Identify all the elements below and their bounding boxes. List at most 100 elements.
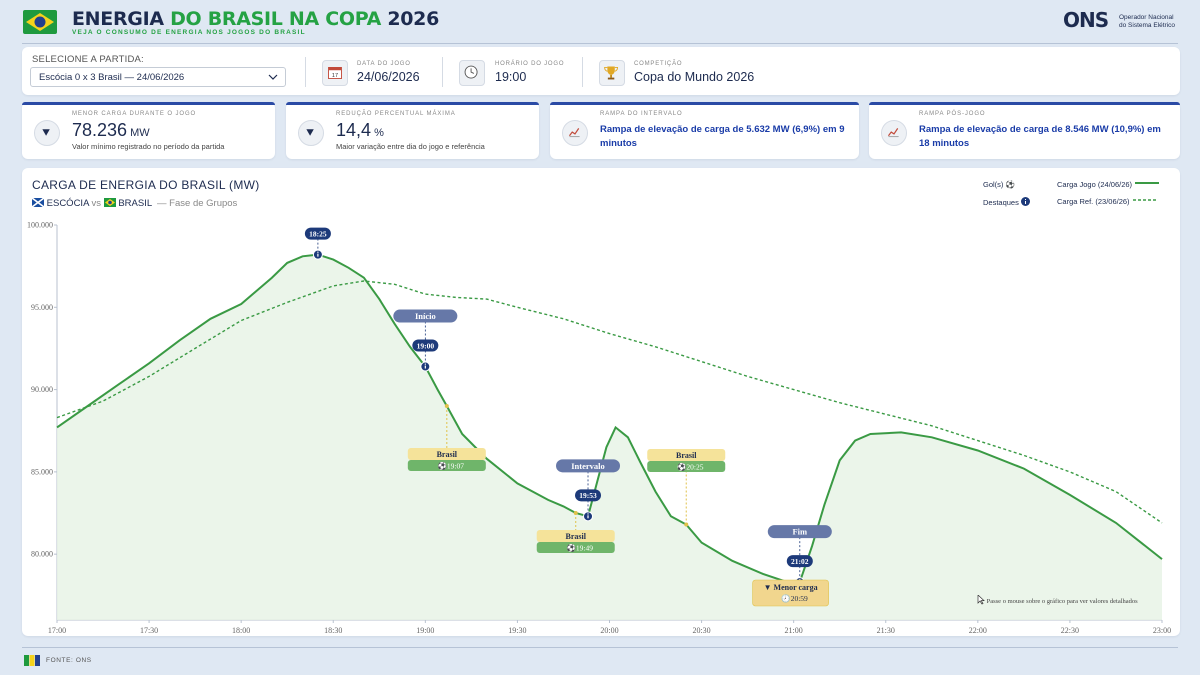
marker-tag-label: Fim — [792, 527, 807, 537]
x-tick-label: 17:00 — [48, 626, 66, 635]
marker-tag-label: Intervalo — [571, 461, 605, 471]
date-label: DATA DO JOGO — [357, 61, 411, 67]
x-tick-label: 19:00 — [416, 626, 434, 635]
goal-box-bottom — [647, 461, 726, 472]
date-value: 24/06/2026 — [357, 70, 420, 84]
x-tick-label: 18:30 — [324, 626, 342, 635]
down-triangle-icon — [34, 120, 60, 146]
kpi-max-reduction: REDUÇÃO PERCENTUAL MÁXIMA 14,4 % Maior v… — [286, 102, 539, 159]
ref-load-line — [56, 280, 1163, 524]
team1-name: ESCÓCIA — [46, 198, 89, 209]
trend-chart-icon — [881, 120, 907, 146]
competition-label: COMPETIÇÃO — [634, 61, 683, 67]
app-header: ENERGIA DO BRASIL NA COPA 2026 VEJA O CO… — [0, 0, 1200, 44]
kpi-post-game-ramp: RAMPA PÓS-JOGO Rampa de elevação de carg… — [869, 102, 1180, 159]
y-tick-label: 95.000 — [31, 303, 53, 312]
competition-value: Copa do Mundo 2026 — [634, 70, 755, 84]
legend-ref-load[interactable]: Carga Ref. (23/06/26) — [1057, 197, 1158, 206]
divider — [582, 57, 583, 87]
divider — [305, 57, 306, 87]
info-icon-dot — [587, 513, 589, 515]
goal-team-label: Brasil — [676, 451, 697, 460]
load-chart[interactable]: 80.000 85.000 90.000 95.000 100.000 17:00 17:3… — [22, 168, 1180, 636]
kpi-accent — [550, 102, 859, 105]
x-tick-label: 23:00 — [1153, 626, 1171, 635]
header-divider — [22, 43, 1178, 44]
kpi-description: Maior variação entre dia do jogo e refer… — [336, 142, 485, 151]
goal-time-label: ⚽20:25 — [676, 463, 704, 472]
chart-panel: CARGA DE ENERGIA DO BRASIL (MW) ESCÓCIA … — [22, 168, 1180, 636]
x-tick-label: 20:00 — [600, 626, 618, 635]
goal-time-label: ⚽19:07 — [437, 462, 465, 471]
marker-time-pill — [575, 489, 602, 502]
info-icon-stem — [317, 253, 319, 257]
goal-team-label: Brasil — [566, 532, 587, 541]
x-tick-label: 21:30 — [877, 626, 895, 635]
cursor-icon — [977, 594, 985, 605]
goal-point — [573, 511, 578, 516]
kpi-ramp-text: Rampa de elevação de carga de 5.632 MW (… — [600, 124, 845, 149]
marker-time-label: 18:25 — [309, 229, 327, 238]
info-icon-dot — [424, 363, 426, 365]
x-tick-label: 18:00 — [232, 626, 250, 635]
goal-box-top — [647, 449, 726, 461]
info-icon-stem — [587, 515, 589, 519]
chevron-down-icon — [268, 74, 278, 80]
down-triangle-icon — [298, 120, 324, 146]
goal-box-bottom — [536, 542, 615, 553]
kpi-label: MENOR CARGA DURANTE O JOGO — [72, 111, 197, 117]
kpi-value: 78.236 MW — [72, 120, 150, 140]
kpi-ramp-text: Rampa de elevação de carga de 8.546 MW (… — [919, 124, 1161, 149]
dashed-line-swatch — [1132, 199, 1157, 201]
match-select[interactable]: Escócia 0 x 3 Brasil — 24/06/2026 — [30, 67, 286, 87]
kpi-description: Valor mínimo registrado no período da pa… — [72, 142, 225, 151]
legend-highlights[interactable]: Destaques — [983, 197, 1030, 207]
marker-tag-pill — [767, 525, 832, 539]
footer-divider — [22, 647, 1178, 648]
marker-tag-pill — [556, 459, 621, 473]
game-load-area — [57, 254, 1162, 620]
legend-goals[interactable]: Gol(s) ⚽ — [983, 180, 1015, 189]
page-subtitle: VEJA O CONSUMO DE ENERGIA NOS JOGOS DO B… — [72, 29, 306, 36]
y-tick-label: 100.000 — [27, 221, 53, 230]
select-label: SELECIONE A PARTIDA: — [32, 54, 144, 65]
trophy-icon — [599, 60, 625, 86]
y-tick-label: 90.000 — [31, 385, 53, 394]
divider — [442, 57, 443, 87]
kpi-label: RAMPA PÓS-JOGO — [919, 111, 986, 117]
marker-time-pill — [304, 227, 331, 240]
legend-game-load[interactable]: Carga Jogo (24/06/26) — [1057, 180, 1160, 189]
brazil-flag-icon — [23, 10, 57, 34]
min-load-time: 🕗20:59 — [781, 594, 808, 603]
kpi-value: 14,4 % — [336, 120, 384, 140]
marker-tag-pill — [393, 309, 458, 323]
kpi-label: RAMPA DO INTERVALO — [600, 111, 683, 117]
scotland-flag-icon — [31, 197, 45, 208]
x-tick-label: 21:00 — [785, 626, 803, 635]
brazil-flag-icon — [103, 198, 116, 207]
info-icon — [1020, 197, 1030, 206]
page-title: ENERGIA DO BRASIL NA COPA 2026 — [72, 8, 440, 30]
goal-team-label: Brasil — [437, 450, 458, 459]
match-subtitle: ESCÓCIA vs BRASIL — Fase de Grupos — [31, 197, 237, 209]
kpi-min-load: MENOR CARGA DURANTE O JOGO 78.236 MW Val… — [22, 102, 275, 159]
x-tick-label: 22:00 — [969, 626, 987, 635]
min-load-label: ▼ Menor carga — [764, 583, 818, 592]
x-tick-label: 17:30 — [140, 626, 158, 635]
game-load-line — [56, 253, 1163, 585]
marker-time-label: 19:53 — [579, 491, 597, 500]
marker-time-label: 21:02 — [791, 557, 809, 566]
info-icon-stem — [424, 365, 426, 369]
goal-time-label: ⚽19:49 — [566, 544, 594, 553]
ons-logo: ONS Operador Nacional do Sistema Elétric… — [1063, 8, 1175, 32]
clock-icon — [459, 60, 485, 86]
hover-hint: Passe o mouse sobre o gráfico para ver v… — [977, 594, 1138, 605]
versus-label: vs — [91, 198, 102, 209]
team2-name: BRASIL — [118, 198, 152, 209]
goal-point — [684, 522, 689, 527]
time-value: 19:00 — [495, 70, 527, 84]
marker-time-pill — [412, 339, 439, 352]
min-load-box — [752, 579, 829, 607]
x-tick-label: 20:30 — [692, 626, 710, 635]
kpi-accent — [869, 102, 1180, 105]
